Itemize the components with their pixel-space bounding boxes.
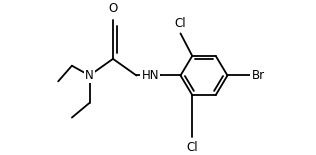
Text: HN: HN	[142, 69, 159, 82]
Text: Cl: Cl	[186, 141, 198, 154]
Text: Br: Br	[252, 69, 265, 82]
Text: Cl: Cl	[175, 16, 186, 29]
Text: O: O	[108, 2, 118, 15]
Text: N: N	[85, 69, 94, 82]
